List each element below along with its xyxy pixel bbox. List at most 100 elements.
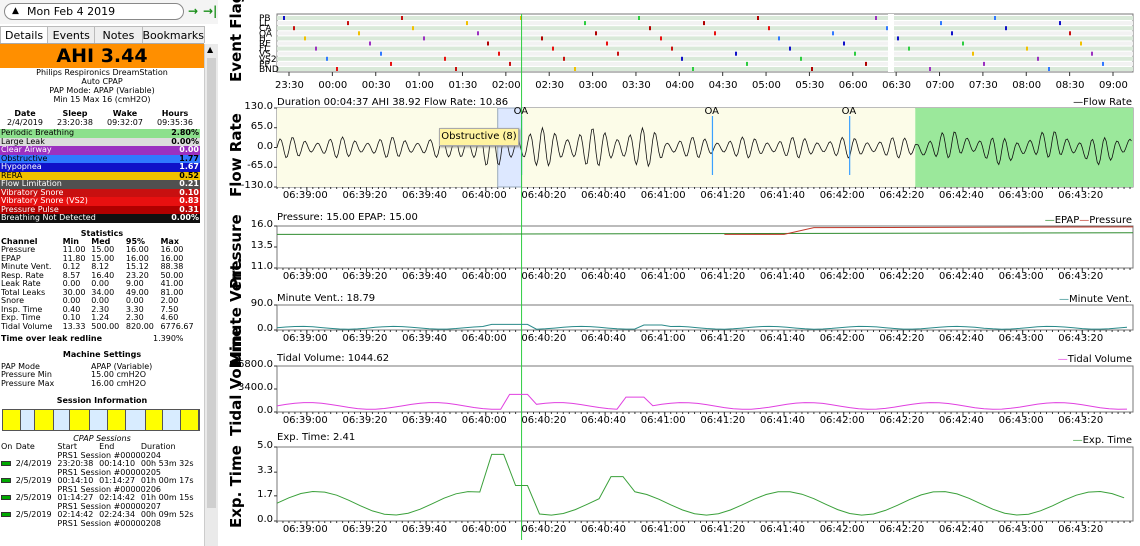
stat-cell: Leak Rate xyxy=(1,279,41,288)
event-index-row[interactable]: Vibratory Snore (VS2) 0.83 xyxy=(0,196,200,206)
session-segment[interactable] xyxy=(90,410,108,430)
exp-xtick: 06:42:20 xyxy=(879,524,925,535)
session-row[interactable]: 2/5/2019 02:14:42 02:24:34 00h 09m 52s xyxy=(0,510,200,520)
col-wake: Wake xyxy=(112,109,138,118)
session-date: 2/5/2019 xyxy=(15,510,52,519)
flag-mark xyxy=(768,26,770,31)
session-duration: 01h 00m 15s xyxy=(140,493,194,502)
date-picker[interactable]: ▲ Mon Feb 4 2019 xyxy=(4,3,184,20)
tab-notes[interactable]: Notes xyxy=(94,26,143,43)
flag-time-label: 02:30 xyxy=(535,80,565,91)
session-timeline-bar[interactable] xyxy=(2,409,200,431)
session-segment[interactable] xyxy=(181,410,199,430)
chevron-up-icon[interactable]: ▲ xyxy=(12,6,19,16)
stat-header: Min xyxy=(62,236,79,246)
scroll-up-icon[interactable]: ▲ xyxy=(207,45,214,54)
details-content: AHI 3.44 Philips Respironics DreamStatio… xyxy=(0,44,204,546)
flag-mark xyxy=(951,31,953,36)
session-toggle[interactable] xyxy=(0,477,15,486)
flow-xtick: 06:39:20 xyxy=(342,190,388,201)
exp-xtick: 06:41:20 xyxy=(700,524,746,535)
event-index-row[interactable]: Clear Airway 0.00 xyxy=(0,145,200,155)
tab-events[interactable]: Events xyxy=(47,26,96,43)
session-segment[interactable] xyxy=(3,410,21,430)
session-segment[interactable] xyxy=(34,410,55,430)
tab-bookmarks[interactable]: Bookmarks xyxy=(141,26,205,43)
session-row[interactable]: 2/5/2019 01:14:27 02:14:42 01h 00m 15s xyxy=(0,493,200,503)
event-index-row[interactable]: Pressure Pulse 0.31 xyxy=(0,205,200,214)
stat-cell: 2.30 xyxy=(91,304,110,314)
exp-plot[interactable] xyxy=(276,446,1134,522)
event-name: Periodic Breathing xyxy=(1,128,75,137)
flag-mark xyxy=(304,36,306,41)
session-segment[interactable] xyxy=(107,410,126,430)
minvent-xtick: 06:39:40 xyxy=(402,333,448,344)
flag-mark xyxy=(477,31,479,36)
flag-mark xyxy=(423,36,425,41)
session-name: PRS1 Session #00000208 xyxy=(57,518,162,528)
flow-xtick: 06:40:20 xyxy=(521,190,567,201)
session-row[interactable]: 2/4/2019 23:20:38 00:14:10 00h 53m 32s xyxy=(0,459,200,469)
event-index-row[interactable]: Vibratory Snore 0.10 xyxy=(0,188,200,197)
event-index-row[interactable]: Obstructive 1.77 xyxy=(0,154,200,163)
pressure-plot[interactable] xyxy=(276,225,1134,269)
flag-time-label: 06:00 xyxy=(838,80,868,91)
session-toggle[interactable] xyxy=(0,511,15,520)
pressure-title: Pressure: 15.00 EPAP: 15.00 xyxy=(277,212,418,223)
session-toggle[interactable] xyxy=(0,460,15,469)
event-index-row[interactable]: Hypopnea 1.67 xyxy=(0,162,200,172)
event-index-row[interactable]: Periodic Breathing 2.80% xyxy=(0,128,200,138)
left-panel: ▲ Mon Feb 4 2019 → →| Details Events Not… xyxy=(0,0,218,546)
event-index-row[interactable]: Breathing Not Detected 0.00% xyxy=(0,213,200,223)
setting-cell: 15.00 cmH2O xyxy=(91,370,147,379)
stat-cell: 0.10 xyxy=(62,313,81,322)
event-name: Vibratory Snore (VS2) xyxy=(1,196,88,205)
stat-cell: 2.30 xyxy=(125,313,144,322)
stat-row: Snore 0.00 0.00 0.00 2.00 xyxy=(0,296,200,306)
event-value: 0.21 xyxy=(179,179,199,188)
event-index-row[interactable]: RERA 0.52 xyxy=(0,171,200,180)
flow-xtick: 06:40:00 xyxy=(461,190,507,201)
event-value: 0.83 xyxy=(179,196,199,205)
flag-mark xyxy=(800,56,802,61)
session-segment[interactable] xyxy=(54,410,71,430)
session-row[interactable]: 2/5/2019 00:14:10 01:14:27 01h 00m 17s xyxy=(0,476,200,486)
flow-xtick: 06:40:40 xyxy=(581,190,626,201)
tidal-legend: —Tidal Volume xyxy=(1057,354,1132,365)
left-scrollbar[interactable]: ▲ xyxy=(204,44,218,546)
event-index-row[interactable]: Flow Limitation 0.21 xyxy=(0,179,200,189)
next-day-icon[interactable]: → xyxy=(188,4,199,18)
session-end: 01:14:27 xyxy=(99,476,136,485)
flag-mark xyxy=(1026,46,1028,51)
minvent-plot[interactable] xyxy=(276,304,1134,331)
flag-mark xyxy=(897,36,899,41)
session-segment[interactable] xyxy=(125,410,146,430)
flag-mark xyxy=(714,31,716,36)
pressure-xtick: 06:41:20 xyxy=(700,271,746,282)
tidal-legend-text: Tidal Volume xyxy=(1067,354,1132,365)
session-summary-table: Date Sleep Wake Hours 2/4/2019 23:20:38 09:32… xyxy=(0,109,200,127)
tidal-xtick: 06:39:20 xyxy=(342,415,388,426)
session-toggle[interactable] xyxy=(0,494,15,503)
statistics-title: Statistics xyxy=(80,228,124,238)
stat-row: Insp. Time 0.40 2.30 3.30 7.50 xyxy=(0,304,200,315)
tidal-plot[interactable] xyxy=(276,365,1134,413)
flag-row-band xyxy=(277,31,1133,36)
flag-mark xyxy=(401,16,403,20)
event-index-row[interactable]: Large Leak 0.00% xyxy=(0,137,200,146)
session-segment[interactable] xyxy=(145,410,164,430)
last-day-icon[interactable]: →| xyxy=(203,4,218,18)
flow-ytick: -65.0 xyxy=(247,160,273,172)
session-segment[interactable] xyxy=(70,410,91,430)
scroll-thumb[interactable] xyxy=(207,58,216,508)
flag-mark xyxy=(380,51,382,56)
flow-ytick: 65.0 xyxy=(250,120,273,132)
session-segment[interactable] xyxy=(20,410,35,430)
pressure-xtick: 06:40:20 xyxy=(521,271,567,282)
event-index-list: Periodic Breathing 2.80% Large Leak 0.00% Cl… xyxy=(0,128,204,223)
session-segment[interactable] xyxy=(163,410,182,430)
flag-row-label: RE xyxy=(259,40,271,50)
minvent-xtick: 06:43:00 xyxy=(998,333,1044,344)
tab-details[interactable]: Details xyxy=(0,26,49,43)
